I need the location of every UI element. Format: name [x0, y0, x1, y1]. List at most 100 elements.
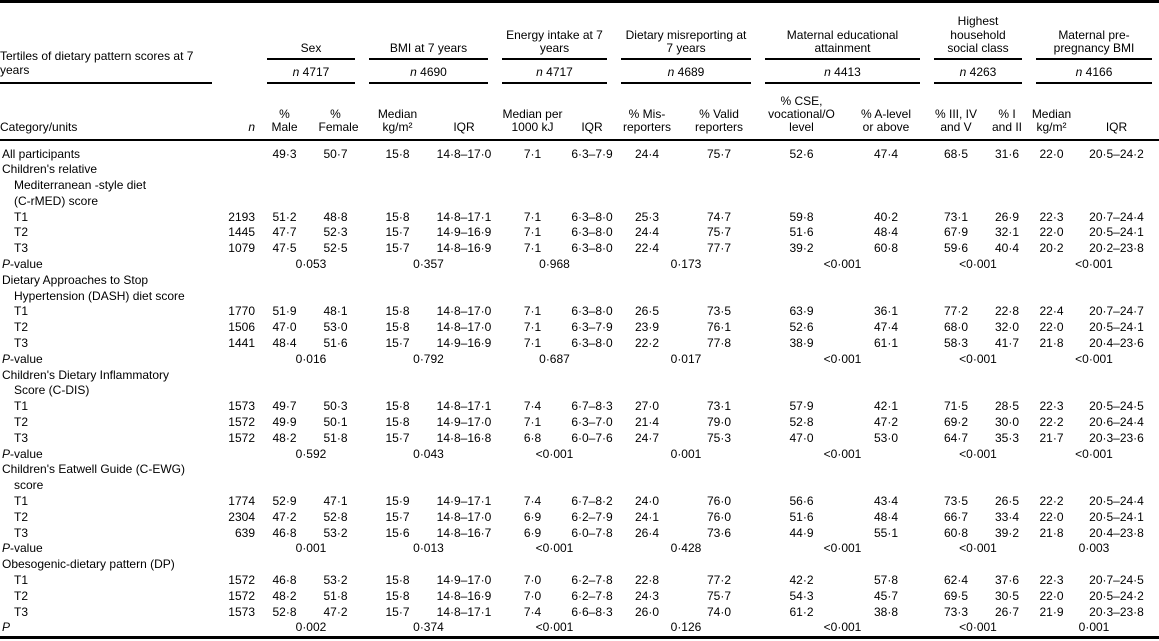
table-cell: 15·9	[385, 494, 410, 509]
table-cell: 22·3	[1039, 209, 1064, 224]
table-cell: 14·9–16·9	[436, 336, 492, 351]
n-social-class: n 4263	[927, 60, 1029, 84]
table-cell: 50·1	[323, 415, 348, 430]
table-cell: 28·5	[994, 399, 1020, 414]
table-cell: 15·7	[385, 509, 410, 524]
row-label: T2	[14, 415, 29, 430]
spacer-cell	[222, 60, 260, 84]
table-cell: 69·2	[943, 415, 969, 430]
table-cell: 76·0	[706, 509, 732, 524]
p-value-cell: <0·001	[823, 446, 862, 461]
table-cell: 31·6	[994, 146, 1020, 161]
col-header-alevel: % A-level or above	[845, 83, 927, 141]
data-row: T3 1441 48·4 51·6 15·7 14·9–16·9 7·1 6·3–8·0 22·…	[0, 336, 1159, 352]
table-cell: 79·0	[706, 415, 732, 430]
table-cell: 74·0	[706, 604, 732, 619]
table-cell: 46·8	[272, 573, 297, 588]
data-row: T1 1774 52·9 47·1 15·9 14·9–17·1 7·4 6·7–8·2 24·…	[0, 494, 1159, 510]
table-cell: 52·8	[323, 509, 348, 524]
table-cell: 15·8	[385, 146, 410, 161]
row-label: P-value	[2, 446, 43, 461]
table-cell: 7·1	[523, 241, 542, 256]
n-cell: 1573	[228, 604, 255, 619]
table-cell: 21·8	[1039, 525, 1064, 540]
row-label: T3	[14, 336, 29, 351]
data-row: T3 1573 52·8 47·2 15·7 14·8–17·1 7·4 6·6–8·3 26·…	[0, 605, 1159, 621]
empty-cell	[222, 368, 1159, 384]
table-cell: 52·6	[789, 146, 814, 161]
table-cell: 6·3–8·0	[571, 304, 613, 319]
table-cell: 14·8–17·0	[436, 146, 492, 161]
table-cell: 48·2	[272, 430, 297, 445]
table-cell: 15·7	[385, 430, 410, 445]
table-cell: 20·4–23·6	[1089, 336, 1144, 351]
table-cell: 14·8–16·9	[436, 241, 492, 256]
p-value-cell: <0·001	[823, 257, 862, 272]
table-cell: 25·3	[634, 209, 660, 224]
table-cell: 20·7–24·7	[1089, 304, 1144, 319]
col-header-misreporters: % Mis-reporters	[614, 83, 680, 141]
table-cell: 21·9	[1039, 604, 1064, 619]
p-value-cell: 0·001	[295, 541, 327, 556]
table-cell: 15·8	[385, 304, 410, 319]
table-cell: 6·0–7·6	[571, 430, 613, 445]
table-cell: 77·7	[706, 241, 732, 256]
table-cell: 15·8	[385, 588, 410, 603]
table-cell: 20·5–24·1	[1089, 225, 1144, 240]
table-cell: 7·1	[523, 336, 542, 351]
data-row: T3 639 46·8 53·2 15·6 14·8–16·7 6·9 6·0–7·8 26·4…	[0, 526, 1159, 542]
table-cell: 7·1	[523, 304, 542, 319]
row-label: Dietary Approaches to Stop	[2, 272, 149, 287]
table-cell: 40·4	[994, 241, 1020, 256]
n-misreporting: n 4689	[614, 60, 758, 84]
table-cell: 26·0	[634, 604, 660, 619]
table-cell: 15·7	[385, 604, 410, 619]
table-cell: 14·9–17·0	[436, 415, 492, 430]
table-cell: 20·5–24·1	[1089, 320, 1144, 335]
section-label-row: score	[0, 478, 1159, 494]
section-label-row: Score (C-DIS)	[0, 383, 1159, 399]
table-cell: 7·4	[523, 494, 542, 509]
row-label: P-value	[2, 351, 43, 366]
group-header-misreporting: Dietary misreporting at 7 years	[614, 2, 758, 60]
row-label: Score (C-DIS)	[14, 383, 90, 398]
row-label: T3	[14, 241, 29, 256]
table-cell: 22·4	[634, 241, 660, 256]
table-cell: 15·6	[385, 525, 410, 540]
table-cell: 22·0	[1039, 225, 1064, 240]
empty-cell	[222, 273, 1159, 289]
section-label-row: Children's Eatwell Guide (C-EWG)	[0, 462, 1159, 478]
data-row: T2 2304 47·2 52·8 15·7 14·8–17·0 6·9 6·2–7·9 24·…	[0, 510, 1159, 526]
col-header-energy-median: Median per 1000 kJ	[495, 83, 570, 141]
group-header-social-class: Highest household social class	[927, 2, 1029, 60]
n-cell: 1441	[228, 336, 255, 351]
table-cell: 66·7	[943, 509, 969, 524]
col-header-pct-female: % Female	[309, 83, 362, 141]
empty-cell	[222, 352, 260, 368]
row-label: T3	[14, 430, 29, 445]
n-cell: 1506	[228, 320, 255, 335]
empty-cell	[222, 257, 260, 273]
table-cell: 45·7	[873, 588, 899, 603]
table-cell: 48·1	[323, 304, 348, 319]
table-cell: 22·3	[1039, 399, 1064, 414]
col-header-valid-reporters: % Valid reporters	[680, 83, 758, 141]
group-header-energy: Energy intake at 7 years	[495, 2, 614, 60]
table-cell: 7·1	[523, 415, 542, 430]
n-cell: 1572	[228, 415, 255, 430]
table-cell: 73·3	[943, 604, 969, 619]
table-cell: 20·2	[1039, 241, 1064, 256]
table-cell: 15·7	[385, 336, 410, 351]
n-cell: 2193	[228, 209, 255, 224]
data-row: T3 1572 48·2 51·8 15·7 14·8–16·8 6·8 6·0–7·6 24·…	[0, 431, 1159, 447]
table-cell: 20·7–24·4	[1089, 209, 1144, 224]
empty-cell	[222, 194, 1159, 210]
n-bmi: n 4690	[362, 60, 495, 84]
empty-cell	[222, 289, 1159, 305]
col-header-matbmi-iqr: IQR	[1074, 83, 1159, 141]
p-value-cell: <0·001	[959, 446, 997, 461]
table-cell: 51·6	[789, 509, 814, 524]
p-value-cell: <0·001	[1075, 351, 1113, 366]
p-value-cell: 0·001	[1078, 620, 1110, 635]
